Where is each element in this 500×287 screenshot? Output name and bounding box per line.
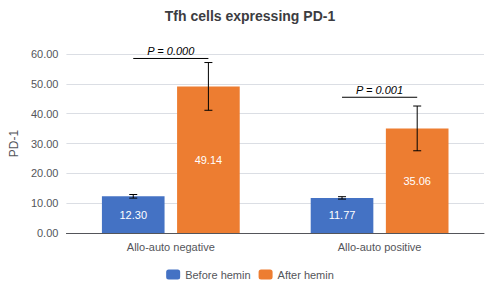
svg-text:Allo-auto negative: Allo-auto negative	[127, 241, 215, 253]
svg-text:50.00: 50.00	[31, 78, 59, 90]
svg-text:Tfh cells expressing PD-1: Tfh cells expressing PD-1	[165, 8, 336, 24]
svg-text:After hemin: After hemin	[278, 269, 334, 281]
svg-text:Before hemin: Before hemin	[185, 269, 250, 281]
svg-text:10.00: 10.00	[31, 197, 59, 209]
svg-text:P = 0.001: P = 0.001	[356, 84, 403, 96]
svg-text:12.30: 12.30	[119, 209, 147, 221]
svg-text:49.14: 49.14	[195, 154, 223, 166]
svg-text:40.00: 40.00	[31, 108, 59, 120]
svg-text:P = 0.000: P = 0.000	[147, 45, 195, 57]
svg-text:30.00: 30.00	[31, 138, 59, 150]
svg-text:60.00: 60.00	[31, 48, 59, 60]
svg-text:Allo-auto positive: Allo-auto positive	[338, 241, 422, 253]
svg-text:35.06: 35.06	[403, 175, 431, 187]
svg-text:20.00: 20.00	[31, 167, 59, 179]
svg-text:PD-1: PD-1	[7, 130, 21, 158]
svg-text:11.77: 11.77	[329, 209, 356, 221]
svg-text:0.00: 0.00	[37, 227, 58, 239]
